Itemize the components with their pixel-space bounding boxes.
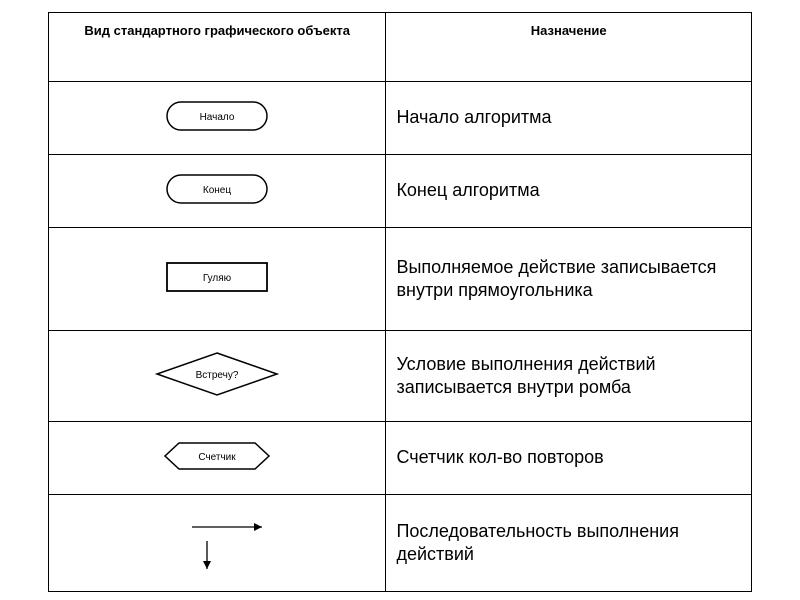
flowchart-symbols-table: Вид стандартного графического объекта На… <box>48 12 752 592</box>
page: Вид стандартного графического объекта На… <box>0 0 800 600</box>
shape-cell-preparation: Счетчик <box>49 422 386 495</box>
shape-label: Гуляю <box>203 273 232 284</box>
shape-label: Конец <box>203 185 231 196</box>
header-left: Вид стандартного графического объекта <box>49 13 386 82</box>
table-row: Счетчик Счетчик кол-во повторов <box>49 422 752 495</box>
table-row: Конец Конец алгоритма <box>49 155 752 228</box>
shape-cell-terminator-end: Конец <box>49 155 386 228</box>
arrows-shape <box>137 505 297 577</box>
desc-cell: Конец алгоритма <box>386 155 752 228</box>
process-shape: Гуляю <box>157 259 277 295</box>
terminator-start-shape: Начало <box>157 98 277 134</box>
terminator-end-shape: Конец <box>157 171 277 207</box>
desc-cell: Последовательность выполнения действий <box>386 495 752 592</box>
shape-cell-terminator-start: Начало <box>49 82 386 155</box>
shape-cell-decision: Встречу? <box>49 331 386 422</box>
desc-cell: Условие выполнения действий записывается… <box>386 331 752 422</box>
desc-cell: Начало алгоритма <box>386 82 752 155</box>
table-row: Гуляю Выполняемое действие записывается … <box>49 228 752 331</box>
shape-label: Встречу? <box>196 370 239 381</box>
table-header-row: Вид стандартного графического объекта На… <box>49 13 752 82</box>
shape-label: Счетчик <box>199 452 237 463</box>
shape-cell-process: Гуляю <box>49 228 386 331</box>
header-right: Назначение <box>386 13 752 82</box>
table-row: Встречу? Условие выполнения действий зап… <box>49 331 752 422</box>
table-row: Последовательность выполнения действий <box>49 495 752 592</box>
decision-shape: Встречу? <box>147 349 287 399</box>
desc-cell: Выполняемое действие записывается внутри… <box>386 228 752 331</box>
preparation-shape: Счетчик <box>157 439 277 473</box>
table-row: Начало Начало алгоритма <box>49 82 752 155</box>
shape-label: Начало <box>200 112 235 123</box>
desc-cell: Счетчик кол-во повторов <box>386 422 752 495</box>
shape-cell-arrows <box>49 495 386 592</box>
